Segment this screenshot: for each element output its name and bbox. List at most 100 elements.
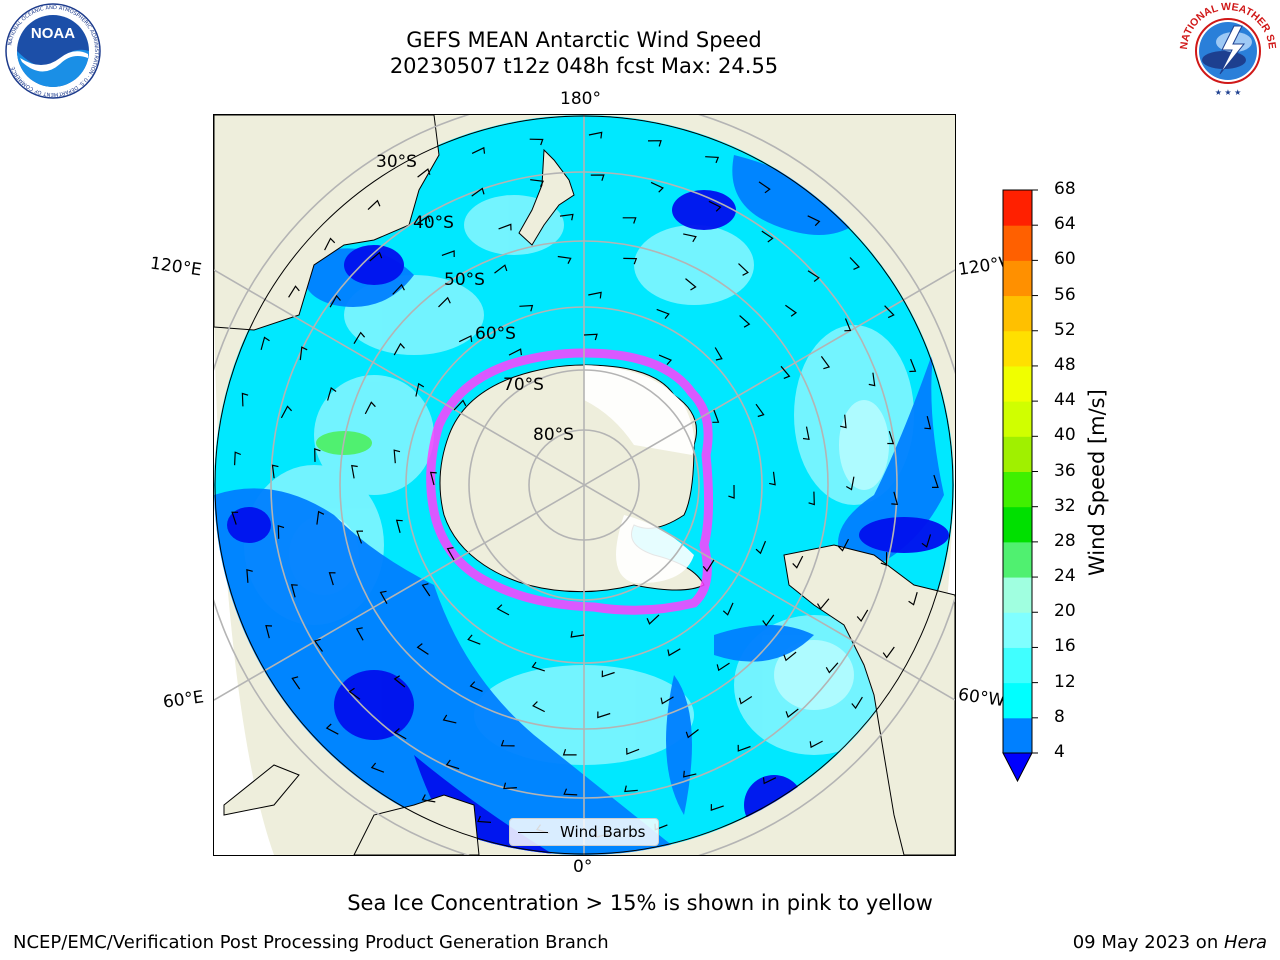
colorbar-bin — [1003, 717, 1032, 754]
corner-white-left — [214, 325, 274, 855]
colorbar-bin — [1003, 295, 1032, 332]
wind-barb — [467, 634, 481, 645]
wind-barb — [710, 804, 724, 811]
colorbar-tick-label: 36 — [1054, 460, 1076, 481]
wind-barb — [421, 794, 436, 803]
legend-line — [518, 831, 548, 833]
wind-barb — [415, 382, 425, 397]
wind-barb — [392, 283, 405, 295]
wind-barb — [570, 630, 585, 638]
lon-label-60w: 60°W — [956, 684, 1007, 712]
wind-barb — [780, 365, 791, 379]
wind-barb — [626, 747, 640, 755]
wind-barb — [417, 168, 431, 178]
legend-label: Wind Barbs — [560, 823, 646, 841]
wind-barb — [762, 614, 775, 627]
wind-barb — [471, 187, 485, 197]
wind-barb — [785, 708, 799, 718]
sea-ice-caption: Sea Ice Concentration > 15% is shown in … — [347, 891, 933, 915]
wind-barb — [421, 583, 431, 597]
wind-barb — [856, 609, 869, 623]
wind-barb — [846, 476, 855, 491]
wind-barb — [563, 788, 578, 796]
wind-barb — [623, 257, 638, 265]
footer-branch: NCEP/EMC/Verification Post Processing Pr… — [13, 932, 609, 953]
colorbar-tick-label: 40 — [1054, 425, 1076, 446]
wind-barb — [844, 318, 852, 332]
colorbar-bin — [1003, 330, 1032, 367]
wind-barb — [324, 237, 336, 251]
wind-barb — [438, 296, 451, 308]
wind-barb — [887, 431, 895, 445]
wind-barb — [291, 676, 301, 690]
colorbar-tick-label: 44 — [1054, 390, 1076, 411]
wind-barb — [231, 511, 239, 525]
lat-label-50s: 50°S — [444, 270, 485, 290]
wind-barb — [868, 372, 876, 387]
wind-barbs — [231, 131, 939, 838]
wind-barb — [761, 230, 774, 243]
footer-host: Hera — [1223, 932, 1267, 953]
colorbar-bin — [1003, 365, 1032, 402]
wind-barb — [393, 675, 406, 688]
wind-barb — [809, 740, 823, 749]
wind-barb — [660, 696, 674, 705]
wind-barb — [557, 255, 572, 264]
lat-label-30s: 30°S — [376, 152, 417, 172]
map-frame — [213, 114, 956, 856]
polar-map — [214, 115, 955, 855]
map-subtitle: 20230507 t12z 048h fcst Max: 24.55 — [389, 54, 779, 78]
wind-barb — [755, 540, 767, 555]
wind-barb — [891, 491, 899, 505]
footer-date: 09 May 2023 on Hera — [1073, 932, 1267, 953]
wind-barb — [393, 728, 407, 740]
wind-barb — [529, 138, 544, 146]
wind-barb — [708, 200, 722, 212]
wind-barb — [508, 348, 522, 356]
wind-barb — [234, 451, 242, 466]
colorbar-tick-label: 68 — [1054, 179, 1076, 199]
wind-barb — [840, 414, 847, 429]
wind-barb — [739, 315, 751, 328]
wind-barb — [807, 215, 821, 227]
wind-barb — [498, 223, 512, 231]
wind-barb — [683, 233, 697, 243]
wind-barb — [908, 592, 918, 606]
wind-barb — [325, 723, 339, 735]
wind-barb — [327, 387, 337, 401]
wind-barb — [277, 524, 285, 539]
colorbar-bin — [1003, 260, 1032, 297]
colorbar-bin — [1003, 612, 1032, 648]
wind-barb — [369, 251, 383, 262]
wind-barb — [820, 356, 831, 370]
lon-label-180: 180° — [560, 89, 601, 109]
wind-barb — [416, 643, 429, 655]
colorbar-bin — [1003, 401, 1032, 437]
lat-label-40s: 40°S — [413, 213, 454, 233]
wind-barb — [792, 555, 804, 569]
wind-barb — [559, 213, 574, 221]
wind-barb — [458, 335, 473, 343]
wind-barb — [683, 770, 697, 778]
wind-barb — [494, 264, 508, 274]
wind-barb — [530, 179, 545, 187]
colorbar-extend-min — [1002, 752, 1033, 783]
wind-barb — [364, 401, 376, 415]
wind-barb — [685, 729, 699, 739]
colorbar-tick-label: 48 — [1054, 354, 1076, 375]
wind-barb — [825, 662, 839, 674]
map-title: GEFS MEAN Antarctic Wind Speed — [406, 28, 762, 52]
wind-barb — [705, 156, 720, 164]
wind-barbs-legend: Wind Barbs — [509, 818, 659, 846]
colorbar-tick-label: 52 — [1054, 319, 1076, 340]
colorbar-bin — [1003, 541, 1032, 578]
wind-field-darkest — [227, 190, 949, 855]
wind-barb — [348, 687, 361, 700]
wind-barb — [714, 347, 723, 361]
colorbar — [1000, 186, 1080, 786]
colorbar-tick-label: 60 — [1054, 249, 1076, 270]
wind-barb — [395, 519, 403, 533]
wind-barb — [656, 308, 670, 319]
wind-barb — [271, 464, 279, 479]
footer-date-text: 09 May 2023 on — [1072, 932, 1224, 953]
